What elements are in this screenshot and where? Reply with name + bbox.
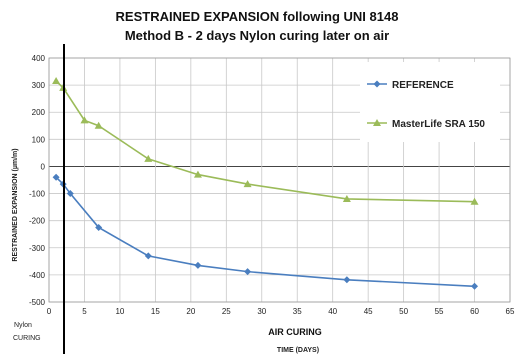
data-point-reference (244, 268, 252, 276)
data-point-masterlife (80, 116, 89, 124)
data-point-masterlife (342, 194, 351, 202)
legend-label-reference: REFERENCE (392, 80, 454, 91)
y-tick-label: 400 (32, 54, 46, 63)
legend-marker-reference (373, 80, 381, 88)
y-tick-labels: -500 -400 -300 -200 -100 0 100 200 300 400 (29, 54, 46, 307)
x-tick-label: 55 (435, 307, 444, 316)
legend-box (360, 62, 500, 142)
chart-title-line1: RESTRAINED EXPANSION following UNI 8148 (116, 9, 399, 24)
y-axis-label: RESTRAINED EXPANSION (µm/m) (12, 148, 19, 261)
data-point-masterlife (193, 170, 202, 178)
y-tick-label: -400 (29, 271, 46, 280)
x-tick-label: 5 (82, 307, 87, 316)
x-tick-label: 45 (364, 307, 373, 316)
legend-marker-masterlife (373, 119, 381, 126)
y-tick-label: -300 (29, 244, 46, 253)
y-tick-label: 300 (32, 81, 46, 90)
legend-item-reference: REFERENCE (367, 80, 454, 91)
x-tick-label: 40 (328, 307, 337, 316)
data-point-reference (95, 223, 103, 231)
x-tick-label: 20 (186, 307, 195, 316)
nylon-label: Nylon (14, 322, 32, 329)
legend-label-masterlife: MasterLife SRA 150 (392, 119, 485, 130)
data-point-reference (66, 190, 74, 198)
y-tick-label: -100 (29, 190, 46, 199)
data-point-masterlife (52, 77, 61, 85)
x-tick-label: 60 (470, 307, 479, 316)
legend: REFERENCE MasterLife SRA 150 (360, 62, 500, 142)
x-tick-label: 65 (506, 307, 515, 316)
plot-frame (48, 57, 511, 303)
curing-label: CURING (13, 335, 41, 342)
x-axis-main-label: AIR CURING (268, 327, 322, 337)
data-point-reference (144, 252, 152, 260)
x-tick-label: 15 (151, 307, 160, 316)
data-point-masterlife (243, 180, 252, 188)
data-point-reference (343, 276, 351, 284)
legend-item-masterlife: MasterLife SRA 150 (367, 119, 485, 130)
x-tick-label: 50 (399, 307, 408, 316)
x-tick-label: 25 (222, 307, 231, 316)
x-tick-label: 35 (293, 307, 302, 316)
x-tick-label: 10 (115, 307, 124, 316)
data-point-masterlife (144, 154, 153, 162)
x-tick-label: 0 (47, 307, 52, 316)
y-tick-label: 0 (41, 162, 46, 171)
data-point-reference (52, 173, 60, 181)
x-tick-labels: 0 5 10 15 20 25 30 35 40 45 50 55 60 65 (47, 307, 515, 316)
data-point-masterlife (94, 121, 103, 129)
data-point-reference (471, 282, 479, 290)
data-point-masterlife (470, 197, 479, 205)
y-tick-label: 200 (32, 108, 46, 117)
chart-title-line2: Method B - 2 days Nylon curing later on … (125, 28, 389, 43)
y-tick-label: -500 (29, 298, 46, 307)
data-point-reference (194, 261, 202, 269)
x-axis-sub-label: TIME (DAYS) (277, 347, 319, 354)
x-tick-label: 30 (257, 307, 266, 316)
y-tick-label: -200 (29, 217, 46, 226)
grid-lines (48, 57, 511, 303)
y-tick-label: 100 (32, 135, 46, 144)
